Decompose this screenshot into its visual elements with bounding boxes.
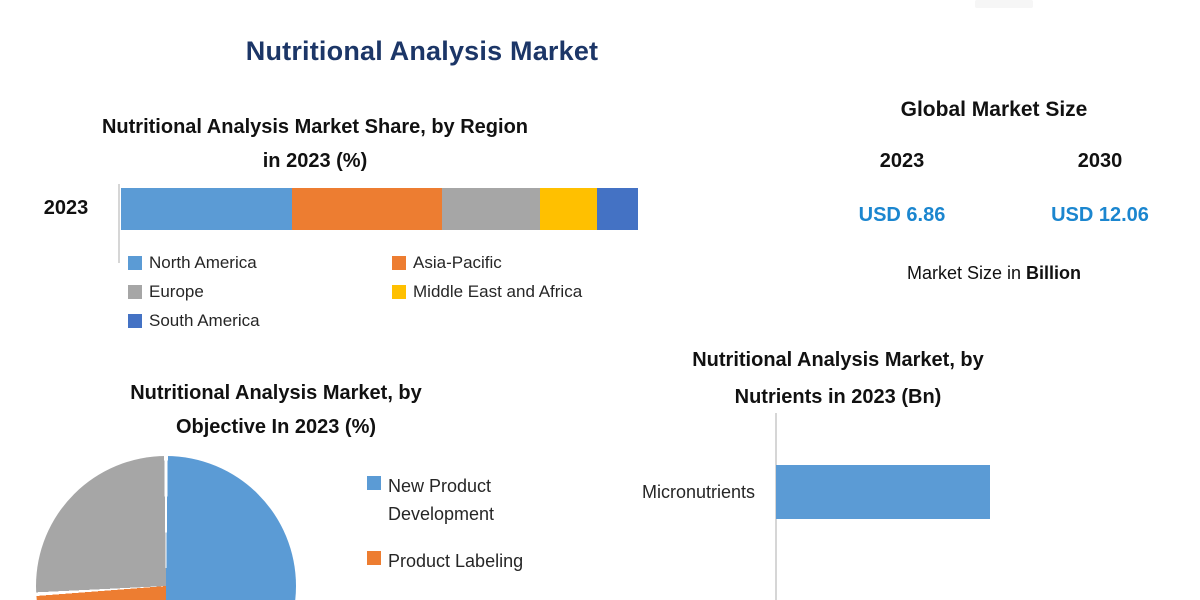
middle-east-africa-swatch-icon xyxy=(392,285,406,299)
nutrients-chart-title-line1: Nutritional Analysis Market, by xyxy=(692,349,984,371)
region-bar-segment-north-america xyxy=(121,188,292,230)
market-size-year-2023: 2023 xyxy=(879,150,925,172)
legend-item-new-product-development: New Product Development xyxy=(367,472,557,528)
region-chart-title-line1: Nutritional Analysis Market Share, by Re… xyxy=(101,116,529,138)
market-size-value-2023: USD 6.86 xyxy=(858,204,946,226)
region-chart-title: Nutritional Analysis Market Share, by Re… xyxy=(55,110,575,178)
market-size-caption: Market Size in Billion xyxy=(844,263,1144,284)
north-america-swatch-icon xyxy=(128,256,142,270)
market-size-caption-prefix: Market Size in xyxy=(906,263,1022,283)
micronutrients-bar xyxy=(776,465,990,519)
region-stacked-bar xyxy=(121,188,639,230)
product-labeling-swatch-icon xyxy=(367,551,381,565)
legend-item-middle-east-africa: Middle East and Africa xyxy=(392,282,628,302)
region-chart-title-line2: in 2023 (%) xyxy=(262,150,368,172)
legend-label: North America xyxy=(149,253,257,272)
legend-item-asia-pacific: Asia-Pacific xyxy=(392,253,628,273)
market-size-caption-unit: Billion xyxy=(1026,263,1082,283)
region-category-label: 2023 xyxy=(43,197,89,219)
objective-chart-title-line1: Nutritional Analysis Market, by xyxy=(130,382,422,404)
legend-item-product-labeling: Product Labeling xyxy=(367,547,557,575)
legend-item-europe: Europe xyxy=(128,282,392,302)
objective-chart-title: Nutritional Analysis Market, by Objectiv… xyxy=(26,376,526,444)
region-axis-line xyxy=(118,184,120,263)
market-size-year-2030: 2030 xyxy=(1077,150,1123,172)
page-title: Nutritional Analysis Market xyxy=(245,36,599,66)
south-america-swatch-icon xyxy=(128,314,142,328)
nutrients-chart-title-line2: Nutrients in 2023 (Bn) xyxy=(734,386,942,408)
new-product-development-swatch-icon xyxy=(367,476,381,490)
legend-label: New Product Development xyxy=(388,476,495,524)
region-bar-segment-south-america xyxy=(596,188,639,230)
watermark-remnant xyxy=(975,0,1033,8)
nutrients-category-label: Micronutrients xyxy=(641,482,755,502)
legend-label: Middle East and Africa xyxy=(413,282,583,301)
legend-item-south-america: South America xyxy=(128,311,392,331)
region-bar-segment-europe xyxy=(441,188,540,230)
market-size-title: Global Market Size xyxy=(900,98,1088,121)
legend-label: Europe xyxy=(149,282,204,301)
europe-swatch-icon xyxy=(128,285,142,299)
legend-label: Product Labeling xyxy=(388,551,524,571)
legend-label: Asia-Pacific xyxy=(413,253,502,272)
objective-pie xyxy=(36,456,296,600)
region-bar-segment-asia-pacific xyxy=(291,188,442,230)
nutrients-chart-title: Nutritional Analysis Market, by Nutrient… xyxy=(638,342,1038,416)
region-bar-segment-middle-east-and-africa xyxy=(539,188,597,230)
legend-item-north-america: North America xyxy=(128,253,392,273)
objective-chart-title-line2: Objective In 2023 (%) xyxy=(175,416,377,438)
region-legend: North America Asia-Pacific Europe Middle… xyxy=(128,253,628,331)
asia-pacific-swatch-icon xyxy=(392,256,406,270)
market-size-value-2030: USD 12.06 xyxy=(1051,204,1149,226)
legend-label: South America xyxy=(149,311,260,330)
